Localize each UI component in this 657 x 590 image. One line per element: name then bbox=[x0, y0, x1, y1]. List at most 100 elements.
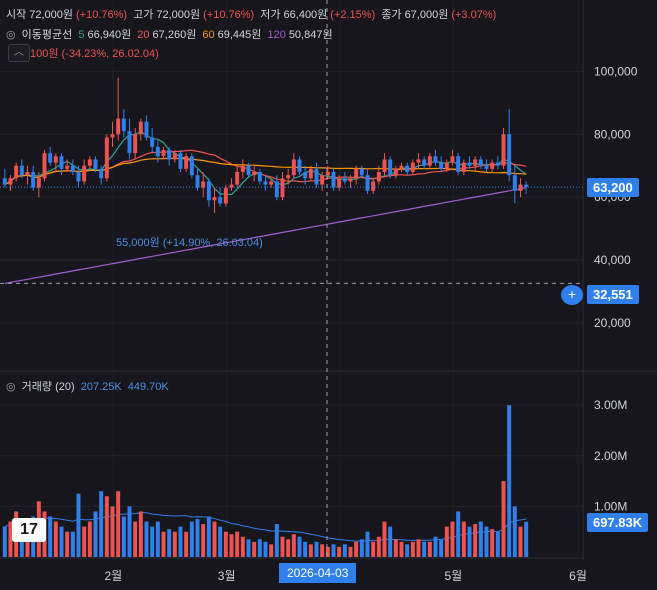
candle-body bbox=[314, 168, 319, 185]
volume-bar bbox=[2, 526, 7, 557]
candle-body bbox=[331, 172, 336, 188]
eye-icon[interactable]: ◎ bbox=[6, 381, 16, 393]
volume-bar bbox=[484, 526, 489, 557]
ma120-line bbox=[4, 187, 527, 284]
candle-body bbox=[337, 178, 342, 188]
volume-bar bbox=[269, 544, 274, 557]
candle-body bbox=[320, 175, 325, 185]
candle-body bbox=[99, 168, 104, 179]
candle-body bbox=[467, 162, 472, 166]
volume-bar bbox=[76, 493, 81, 557]
candle-body bbox=[189, 156, 194, 176]
candle-body bbox=[240, 165, 245, 172]
volume-axis: 1.00M 2.00M 3.00M bbox=[594, 398, 627, 513]
candle-body bbox=[382, 159, 387, 172]
volume-bar bbox=[150, 526, 155, 557]
volume-bar bbox=[65, 531, 70, 557]
volume-bar bbox=[444, 526, 449, 557]
candle-body bbox=[461, 162, 466, 172]
volume-bar bbox=[82, 526, 87, 557]
low-change: (+2.15%) bbox=[330, 9, 376, 21]
open-label: 시작 bbox=[6, 9, 27, 21]
candle-body bbox=[184, 156, 189, 169]
volume-bar bbox=[286, 539, 291, 557]
candle-body bbox=[252, 172, 257, 176]
candle-body bbox=[31, 172, 36, 188]
ma20-value: 67,260원 bbox=[152, 29, 197, 41]
low-label: 저가 bbox=[260, 9, 281, 21]
volume-bar bbox=[416, 539, 421, 557]
candle-body bbox=[59, 156, 64, 169]
candle-body bbox=[348, 178, 353, 182]
candle-body bbox=[297, 159, 302, 172]
volume-bar bbox=[297, 536, 302, 557]
volume-bar bbox=[223, 531, 228, 557]
ma120-price-tag: 32,551 bbox=[587, 285, 639, 304]
volume-bar bbox=[303, 541, 308, 557]
candle-body bbox=[127, 131, 132, 154]
volume-bar bbox=[473, 524, 478, 557]
candle-body bbox=[206, 181, 211, 201]
candle-body bbox=[42, 153, 47, 179]
candle-body bbox=[178, 153, 183, 169]
volume-bar bbox=[144, 521, 149, 557]
volume-bar bbox=[229, 534, 234, 557]
volume-bar bbox=[212, 521, 217, 557]
candle-body bbox=[87, 159, 92, 166]
volume-bar bbox=[53, 521, 58, 557]
candle-body bbox=[14, 165, 19, 179]
candle-body bbox=[104, 137, 109, 179]
volume-bars bbox=[2, 405, 529, 557]
last-price-tag: 63,200 bbox=[587, 178, 639, 197]
candle-body bbox=[82, 165, 87, 182]
candle-body bbox=[246, 165, 251, 176]
ma60-value: 69,445원 bbox=[217, 29, 262, 41]
volume-bar bbox=[371, 541, 376, 557]
volume-tick-label: 1.00M bbox=[594, 499, 627, 513]
volume-bar bbox=[127, 506, 132, 557]
volume-bar bbox=[382, 521, 387, 557]
tradingview-logo: 17 bbox=[12, 518, 46, 542]
candle-body bbox=[229, 184, 234, 188]
volume-bar bbox=[104, 496, 109, 557]
candle-body bbox=[399, 165, 404, 169]
candle-body bbox=[150, 137, 155, 147]
volume-value-2: 449.70K bbox=[127, 381, 169, 393]
volume-bar bbox=[240, 536, 245, 557]
candle-body bbox=[371, 181, 376, 191]
close-label: 종가 bbox=[381, 9, 402, 21]
volume-bar bbox=[337, 546, 342, 557]
volume-bar bbox=[133, 521, 138, 557]
volume-bar bbox=[393, 539, 398, 557]
volume-bar bbox=[331, 544, 336, 557]
add-alert-icon[interactable]: + bbox=[561, 285, 583, 305]
volume-bar bbox=[308, 544, 313, 557]
price-tick-label: 20,000 bbox=[594, 316, 631, 330]
volume-tick-label: 2.00M bbox=[594, 449, 627, 463]
volume-bar bbox=[257, 539, 262, 557]
volume-bar bbox=[461, 521, 466, 557]
candle-body bbox=[518, 184, 523, 191]
volume-bar bbox=[291, 534, 296, 557]
volume-bar bbox=[433, 536, 438, 557]
candle-body bbox=[439, 162, 444, 169]
candlesticks bbox=[2, 77, 529, 213]
candle-body bbox=[280, 178, 285, 198]
volume-bar bbox=[274, 524, 279, 557]
candle-body bbox=[365, 175, 370, 191]
volume-bar bbox=[184, 531, 189, 557]
eye-icon[interactable]: ◎ bbox=[6, 29, 16, 41]
high-annotation: 100원 (-34.23%, 26.02.04) bbox=[30, 48, 159, 60]
ma5-value: 66,940원 bbox=[87, 29, 132, 41]
price-tick-label: 40,000 bbox=[594, 253, 631, 267]
candle-body bbox=[291, 159, 296, 176]
collapse-legend-icon[interactable]: ︿ bbox=[8, 44, 30, 62]
volume-bar bbox=[110, 506, 115, 557]
high-label: 고가 bbox=[133, 9, 154, 21]
volume-bar bbox=[116, 491, 121, 557]
candle-body bbox=[393, 168, 398, 176]
candle-body bbox=[48, 153, 53, 163]
volume-bar bbox=[121, 516, 126, 557]
volume-bar bbox=[495, 531, 500, 557]
